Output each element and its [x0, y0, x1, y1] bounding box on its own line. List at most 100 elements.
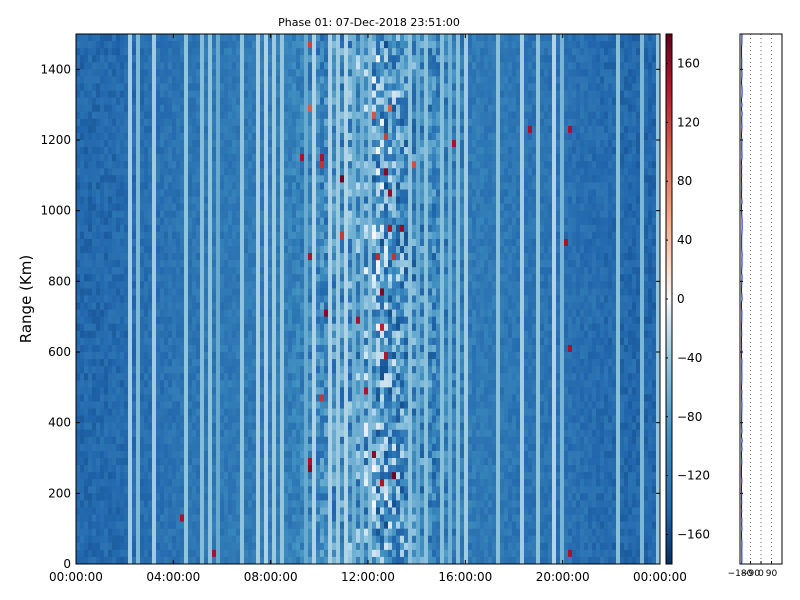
heatmap-cell — [88, 514, 93, 522]
heatmap-cell — [212, 500, 217, 508]
heatmap-cell — [232, 458, 237, 466]
heatmap-cell — [120, 76, 125, 84]
heatmap-cell — [388, 373, 393, 381]
heatmap-cell — [168, 309, 173, 317]
heatmap-cell — [276, 380, 281, 388]
heatmap-cell — [364, 295, 369, 303]
heatmap-cell — [116, 380, 121, 388]
heatmap-cell — [404, 125, 409, 134]
heatmap-cell — [376, 295, 381, 303]
heatmap-cell — [376, 387, 381, 395]
heatmap-cell — [196, 210, 201, 219]
heatmap-cell — [236, 217, 241, 226]
heatmap-cell — [180, 90, 185, 98]
heatmap-cell — [244, 238, 249, 247]
heatmap-cell — [164, 514, 169, 522]
heatmap-cell — [316, 472, 321, 480]
heatmap-cell — [288, 514, 293, 522]
heatmap-cell — [224, 514, 229, 522]
heatmap-cell — [236, 422, 241, 431]
heatmap-cell — [204, 238, 209, 247]
heatmap-cell — [396, 295, 401, 303]
heatmap-cell — [260, 118, 265, 127]
heatmap-cell — [144, 344, 149, 353]
heatmap-cell — [268, 373, 273, 381]
heatmap-cell — [388, 309, 393, 317]
heatmap-cell — [340, 352, 345, 360]
heatmap-cell — [204, 288, 209, 296]
heatmap-cell — [252, 83, 257, 91]
heatmap-cell — [212, 203, 217, 211]
heatmap-cell — [196, 472, 201, 480]
heatmap-cell — [176, 161, 181, 169]
heatmap-cell — [96, 373, 101, 381]
heatmap-cell — [248, 359, 253, 367]
heatmap-cell — [380, 76, 385, 84]
heatmap-cell — [164, 175, 169, 183]
heatmap-cell — [396, 450, 401, 459]
heatmap-cell — [236, 238, 241, 247]
heatmap-cell — [156, 175, 161, 183]
heatmap-cell — [260, 507, 265, 515]
heatmap-cell — [108, 429, 113, 438]
heatmap-cell — [364, 168, 369, 176]
heatmap-cell — [108, 140, 113, 148]
heatmap-cell — [124, 330, 129, 339]
heatmap-cell — [252, 132, 257, 141]
heatmap-cell — [196, 344, 201, 353]
heatmap-cell — [236, 401, 241, 409]
heatmap-cell — [160, 168, 165, 176]
heatmap-cell — [324, 55, 329, 63]
heatmap-cell — [88, 274, 93, 282]
heatmap-cell — [324, 118, 329, 127]
heatmap-cell — [428, 104, 433, 113]
heatmap-cell — [340, 97, 345, 105]
heatmap-cell — [320, 401, 325, 409]
heatmap-cell — [392, 422, 397, 431]
heatmap-cell — [96, 55, 101, 63]
heatmap-cell — [196, 373, 201, 381]
heatmap-cell — [108, 507, 113, 515]
heatmap-cell — [384, 309, 389, 317]
heatmap-cell — [232, 465, 237, 473]
heatmap-cell — [100, 41, 105, 49]
heatmap-cell — [400, 556, 405, 564]
heatmap-cell — [192, 62, 197, 70]
heatmap-cell — [160, 401, 165, 409]
heatmap-cell — [92, 337, 97, 346]
heatmap-cell — [388, 479, 393, 487]
heatmap-cell — [112, 104, 117, 113]
heatmap-cell — [76, 535, 81, 544]
heatmap-cell — [140, 500, 145, 508]
heatmap-cell — [252, 521, 257, 529]
heatmap-cell — [132, 217, 137, 226]
heatmap-cell — [188, 125, 193, 134]
heatmap-cell — [288, 542, 293, 551]
heatmap-cell — [236, 281, 241, 289]
heatmap-cell — [92, 302, 97, 310]
heatmap-cell — [220, 337, 225, 346]
heatmap-cell — [372, 48, 377, 56]
heatmap-cell — [320, 260, 325, 268]
heatmap-cell — [220, 62, 225, 70]
heatmap-cell — [400, 55, 405, 63]
heatmap-cell — [248, 549, 253, 558]
heatmap-cell — [400, 246, 405, 254]
heatmap-cell — [164, 147, 169, 155]
heatmap-cell — [388, 76, 393, 84]
heatmap-cell — [248, 352, 253, 360]
heatmap-cell — [296, 260, 301, 268]
heatmap-cell — [236, 132, 241, 141]
heatmap-cell — [348, 472, 353, 480]
heatmap-cell — [388, 401, 393, 409]
heatmap-cell — [324, 83, 329, 91]
heatmap-cell — [80, 140, 85, 148]
heatmap-cell — [140, 274, 145, 282]
heatmap-cell — [116, 182, 121, 190]
heatmap-cell — [324, 387, 329, 395]
heatmap-cell — [236, 429, 241, 438]
heatmap-cell — [108, 556, 113, 564]
heatmap-cell — [96, 486, 101, 494]
heatmap-cell — [364, 359, 369, 367]
heatmap-cell — [168, 90, 173, 98]
